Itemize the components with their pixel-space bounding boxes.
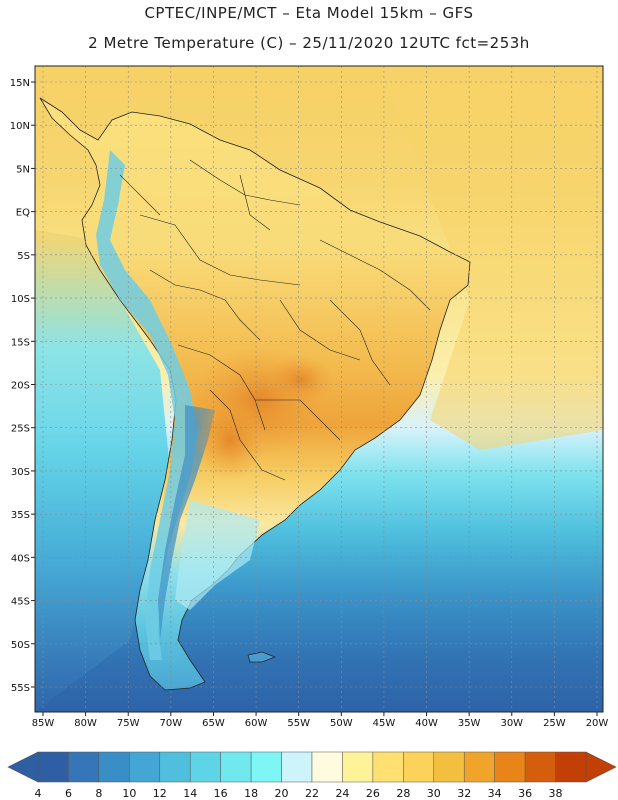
colorbar-cell: [220, 751, 252, 783]
colorbar-label: 22: [305, 787, 319, 800]
colorbar-cell: [68, 751, 100, 783]
colorbar-label: 20: [275, 787, 289, 800]
colorbar-cell: [342, 751, 374, 783]
colorbar-cell: [555, 751, 587, 783]
colorbar: 4 6 8 10 12 14 16 18 20 22 24 26 28 30 32 34 36 38: [7, 751, 617, 800]
pacific-cool-zone: [35, 230, 170, 712]
lon-label-85w: 85W: [32, 718, 55, 729]
lon-label-70w: 70W: [160, 718, 183, 729]
colorbar-label: 24: [335, 787, 349, 800]
patagonia-zone: [175, 500, 260, 610]
lat-label-50s: 50S: [11, 640, 30, 651]
colorbar-label: 12: [153, 787, 167, 800]
lon-label-60w: 60W: [245, 718, 268, 729]
lat-label-10s: 10S: [11, 294, 30, 305]
country-borders: [119, 159, 431, 481]
colorbar-label: 8: [95, 787, 102, 800]
colorbar-cell: [250, 751, 282, 783]
lat-label-eq: EQ: [16, 208, 30, 219]
lon-label-25w: 25W: [543, 718, 566, 729]
map-title-line-1: CPTEC/INPE/MCT – Eta Model 15km – GFS: [144, 4, 474, 22]
lon-label-75w: 75W: [117, 718, 140, 729]
colorbar-high-arrow: [585, 751, 617, 783]
colorbar-label: 32: [457, 787, 471, 800]
lon-label-50w: 50W: [330, 718, 353, 729]
colorbar-label: 10: [122, 787, 136, 800]
lon-label-30w: 30W: [500, 718, 523, 729]
pantanal-hot-zone: [265, 355, 335, 405]
falkland-islands: [247, 651, 276, 663]
colorbar-cell: [129, 751, 161, 783]
atlantic-warm-zone: [380, 66, 603, 450]
colorbar-label: 36: [518, 787, 532, 800]
lat-label-45s: 45S: [11, 597, 30, 608]
colorbar-cell: [189, 751, 221, 783]
lat-label-20s: 20S: [11, 381, 30, 392]
colorbar-label: 34: [488, 787, 502, 800]
colorbar-cell: [524, 751, 556, 783]
lon-label-55w: 55W: [287, 718, 310, 729]
map-border: [34, 65, 604, 713]
lon-label-35w: 35W: [458, 718, 481, 729]
colorbar-label: 38: [549, 787, 563, 800]
lat-label-55s: 55S: [11, 683, 30, 694]
lat-label-10n: 10N: [10, 121, 30, 132]
colorbar-label: 26: [366, 787, 380, 800]
lat-label-5n: 5N: [16, 164, 30, 175]
colorbar-cell: [403, 751, 435, 783]
colorbar-label: 4: [35, 787, 42, 800]
lat-label-30s: 30S: [11, 467, 30, 478]
colorbar-cell: [281, 751, 313, 783]
lat-label-25s: 25S: [11, 424, 30, 435]
colorbar-cell: [372, 751, 404, 783]
colorbar-cell: [159, 751, 191, 783]
colorbar-label: 30: [427, 787, 441, 800]
colorbar-cell: [311, 751, 343, 783]
lon-label-20w: 20W: [586, 718, 609, 729]
longitude-labels: 85W 80W 75W 70W 65W 60W 55W 50W 45W 40W 35W 30W 25W 2…: [32, 712, 609, 729]
colorbar-label: 6: [65, 787, 72, 800]
colorbar-label: 28: [396, 787, 410, 800]
colorbar-label: 16: [214, 787, 228, 800]
chaco-hot-zone: [195, 400, 265, 480]
map-title-line-2: 2 Metre Temperature (C) – 25/11/2020 12U…: [88, 34, 530, 52]
colorbar-cell: [37, 751, 69, 783]
lon-label-40w: 40W: [415, 718, 438, 729]
colorbar-cell: [98, 751, 130, 783]
colorbar-label: 18: [244, 787, 258, 800]
latitude-labels: 15N 10N 5N EQ 5S 10S 15S 20S 25S 30S 35S 40S 45S 50S 5…: [10, 78, 35, 694]
colorbar-cell: [433, 751, 465, 783]
lat-label-5s: 5S: [17, 251, 30, 262]
lon-label-65w: 65W: [202, 718, 225, 729]
colorbar-cell: [463, 751, 495, 783]
lon-label-80w: 80W: [74, 718, 97, 729]
colorbar-low-arrow: [7, 751, 39, 783]
colorbar-label: 14: [183, 787, 197, 800]
lat-label-15n: 15N: [10, 78, 30, 89]
lon-label-45w: 45W: [373, 718, 396, 729]
colorbar-cell: [494, 751, 526, 783]
lat-label-15s: 15S: [11, 337, 30, 348]
lat-label-40s: 40S: [11, 553, 30, 564]
lat-label-35s: 35S: [11, 510, 30, 521]
